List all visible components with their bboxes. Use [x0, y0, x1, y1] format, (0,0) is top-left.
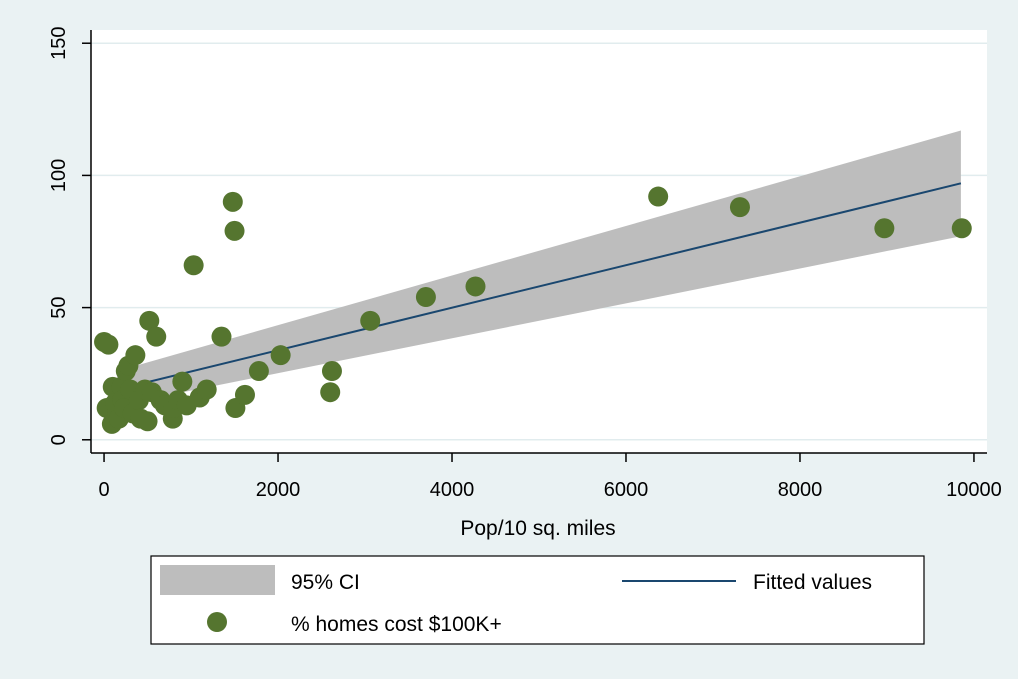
- x-axis-title: Pop/10 sq. miles: [460, 517, 615, 540]
- y-tick-label-1: 50: [48, 296, 70, 318]
- fitted-line: [116, 182, 962, 391]
- data-point-35: [224, 220, 245, 241]
- data-point-41: [321, 361, 342, 382]
- data-point-28: [172, 371, 193, 392]
- ci-band-layer: [117, 130, 961, 406]
- legend-box: [150, 555, 925, 645]
- data-point-45: [648, 186, 669, 207]
- data-point-40: [320, 382, 341, 403]
- data-point-42: [360, 310, 381, 331]
- legend: 95% CI Fitted values % homes cost $100K+: [150, 555, 925, 645]
- data-point-22: [146, 326, 167, 347]
- x-tick-label-5: 10000: [946, 479, 1002, 501]
- x-ticks: 0 2000 4000 6000 8000 10000: [98, 453, 1002, 501]
- legend-ci-label: 95% CI: [291, 571, 360, 594]
- data-point-30: [183, 255, 204, 276]
- data-point-44: [465, 276, 486, 297]
- legend-fitted-label: Fitted values: [753, 571, 872, 594]
- data-point-43: [415, 287, 436, 308]
- y-tick-label-2: 100: [48, 159, 70, 192]
- x-tick-label-0: 0: [98, 479, 109, 501]
- x-tick-label-2: 4000: [430, 479, 475, 501]
- fit-line-layer: [116, 182, 962, 391]
- data-point-15: [125, 345, 146, 366]
- data-point-38: [248, 361, 269, 382]
- data-point-39: [270, 345, 291, 366]
- data-point-20: [139, 310, 160, 331]
- data-point-19: [137, 411, 158, 432]
- data-point-46: [729, 197, 750, 218]
- scatter-points: [94, 186, 972, 434]
- x-tick-label-3: 6000: [604, 479, 649, 501]
- x-tick-label-1: 2000: [256, 479, 301, 501]
- data-point-37: [234, 384, 255, 405]
- legend-marker-swatch: [207, 612, 227, 632]
- data-point-48: [951, 218, 972, 239]
- data-point-47: [874, 218, 895, 239]
- data-point-1: [98, 334, 119, 355]
- legend-points-label: % homes cost $100K+: [291, 613, 502, 636]
- y-tick-label-3: 150: [48, 27, 70, 60]
- data-point-33: [211, 326, 232, 347]
- legend-ci-swatch: [160, 565, 275, 595]
- x-tick-label-4: 8000: [778, 479, 823, 501]
- ci-band: [117, 130, 961, 406]
- y-tick-label-0: 0: [48, 434, 70, 445]
- data-point-32: [196, 379, 217, 400]
- y-ticks: 0 50 100 150: [48, 27, 91, 445]
- data-point-34: [222, 191, 243, 212]
